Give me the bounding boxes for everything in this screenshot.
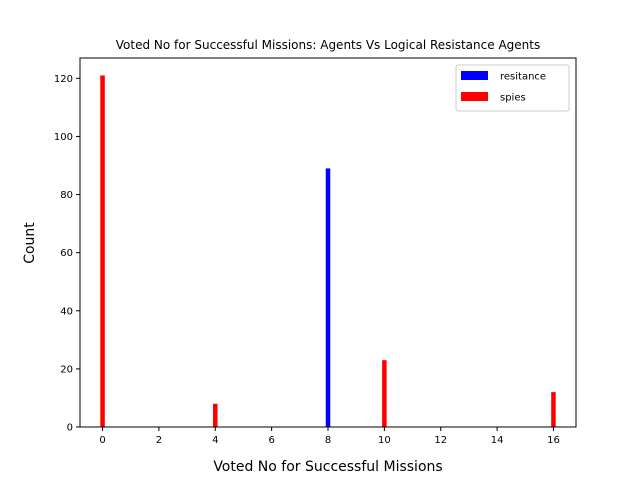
x-tick-label: 16 <box>547 435 560 446</box>
y-tick-label: 60 <box>60 248 73 259</box>
x-tick-label: 12 <box>434 435 447 446</box>
x-tick-label: 8 <box>325 435 331 446</box>
legend-swatch-spies <box>461 92 488 101</box>
legend-label-spies: spies <box>500 93 526 104</box>
x-tick-label: 0 <box>99 435 105 446</box>
bar-resitance-8 <box>325 168 331 427</box>
y-tick-label: 100 <box>54 132 73 143</box>
chart-title: Voted No for Successful Missions: Agents… <box>116 38 540 52</box>
x-tick-label: 10 <box>378 435 391 446</box>
y-tick-label: 120 <box>54 74 73 85</box>
legend-label-resitance: resitance <box>500 72 546 83</box>
x-axis-ticks: 0 2 4 6 8 10 12 14 16 <box>99 427 560 446</box>
y-tick-label: 40 <box>60 306 73 317</box>
y-axis-ticks: 0 20 40 60 80 100 120 <box>54 74 80 434</box>
x-tick-label: 2 <box>156 435 162 446</box>
y-tick-label: 20 <box>60 364 73 375</box>
bar-spies-10 <box>382 360 387 427</box>
x-tick-label: 6 <box>268 435 274 446</box>
bar-spies-16 <box>551 392 556 427</box>
y-tick-label: 80 <box>60 190 73 201</box>
x-tick-label: 14 <box>491 435 504 446</box>
x-tick-label: 4 <box>212 435 218 446</box>
bars-group <box>100 75 556 428</box>
x-axis-title: Voted No for Successful Missions <box>213 459 442 475</box>
bar-spies-0 <box>100 75 105 428</box>
y-tick-label: 0 <box>67 423 73 434</box>
bar-spies-4 <box>213 403 218 427</box>
y-axis-title: Count <box>22 222 38 264</box>
legend: resitance spies <box>455 64 570 112</box>
legend-swatch-resitance <box>461 71 488 80</box>
